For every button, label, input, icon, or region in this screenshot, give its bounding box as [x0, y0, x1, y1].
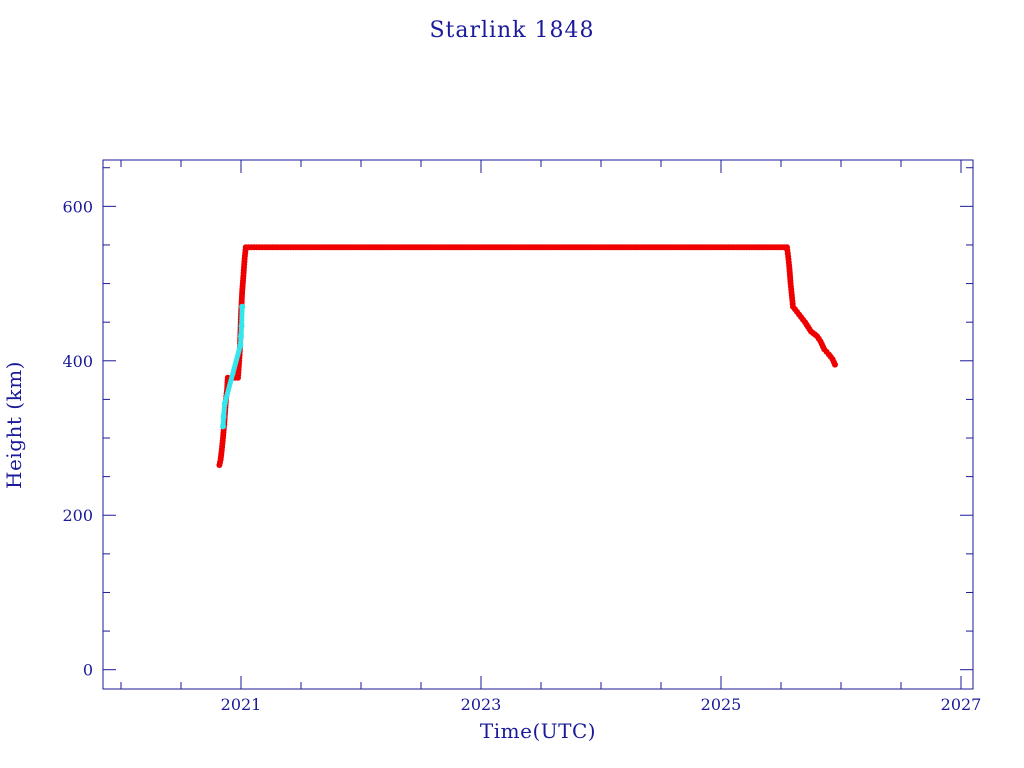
plot-axes: 2021 2023 2025 2027 0 200 400 600 — [62, 159, 982, 714]
y-tick-label: 0 — [83, 661, 93, 680]
data-point-red — [832, 361, 838, 368]
data-points — [216, 244, 838, 469]
x-tick-label: 2027 — [941, 695, 982, 714]
y-tick-label: 400 — [62, 352, 93, 371]
y-tick-label: 600 — [62, 197, 93, 216]
data-point-cyan — [239, 303, 246, 310]
y-axis-label: Height (km) — [2, 361, 26, 489]
x-tick-label: 2021 — [221, 695, 262, 714]
plot-frame — [102, 159, 974, 690]
y-tick-label: 200 — [62, 506, 93, 525]
x-tick-label: 2023 — [461, 695, 502, 714]
x-tick-label: 2025 — [701, 695, 742, 714]
chart-title: Starlink 1848 — [429, 18, 594, 43]
x-axis-label: Time(UTC) — [480, 719, 596, 743]
